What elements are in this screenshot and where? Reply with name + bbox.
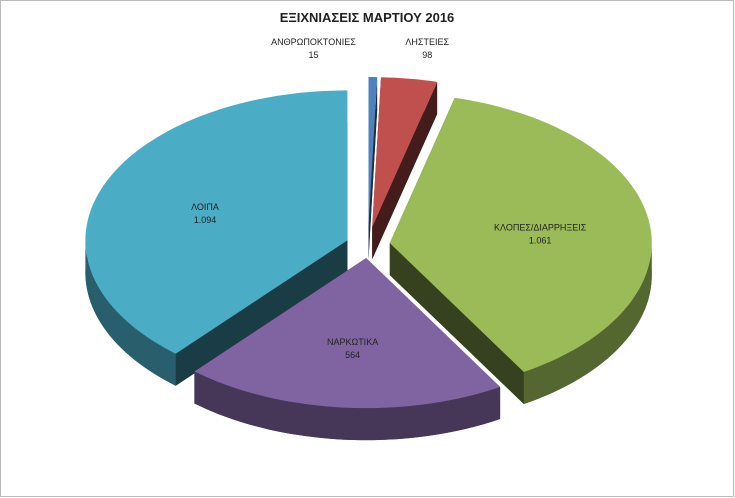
data-label-value: 1.094 xyxy=(194,215,217,225)
slice xyxy=(372,77,438,228)
slice-wall xyxy=(523,243,652,404)
chart-title: ΕΞΙΧΝΙΑΣΕΙΣ ΜΑΡΤΙΟΥ 2016 xyxy=(280,10,455,25)
slice-side xyxy=(175,240,348,386)
slice xyxy=(389,97,652,373)
slice-wall xyxy=(194,371,501,441)
slice xyxy=(368,77,378,227)
data-label-name: ΛΗΣΤΕΙΕΣ xyxy=(405,37,449,47)
data-label-value: 98 xyxy=(422,50,432,60)
slice xyxy=(85,90,348,354)
data-label-name: ΚΛΟΠΕΣ/ΔΙΑΡΡΗΞΕΙΣ xyxy=(494,223,587,233)
slice-side xyxy=(368,77,378,259)
data-label-value: 564 xyxy=(345,350,360,360)
data-label-value: 15 xyxy=(308,50,318,60)
slice-wall xyxy=(85,240,176,386)
data-label-name: ΑΝΘΡΩΠΟΚΤΟΝΙΕΣ xyxy=(271,37,356,47)
data-label-name: ΛΟΙΠΑ xyxy=(191,202,219,212)
data-label-value: 1.061 xyxy=(529,236,552,246)
slice xyxy=(194,258,501,409)
slice-side xyxy=(372,81,438,260)
slice-side xyxy=(389,243,524,404)
data-label-name: ΝΑΡΚΩΤΙΚΑ xyxy=(327,337,378,347)
